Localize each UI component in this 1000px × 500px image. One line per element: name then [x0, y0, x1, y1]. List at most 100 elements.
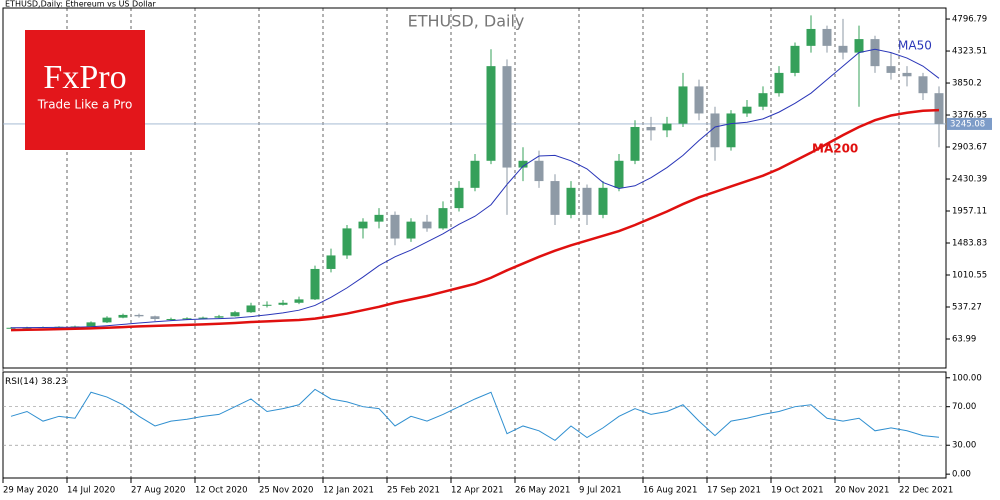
candle-body [262, 304, 272, 306]
candle-body [102, 317, 112, 323]
candle-body [326, 255, 336, 269]
candle-body [838, 45, 848, 53]
candle-body [374, 214, 384, 222]
x-tick-label: 22 Dec 2021 [899, 486, 953, 496]
y-tick-label: 4796.79 [952, 15, 987, 25]
candle-body [742, 106, 752, 114]
logo-box [25, 30, 145, 150]
rsi-last: 38.23 [41, 377, 67, 387]
candle-body [310, 268, 320, 300]
logo-slogan: Trade Like a Pro [37, 98, 133, 112]
line-series [10, 108, 940, 332]
candle-body [86, 322, 96, 327]
candle-body [134, 314, 144, 317]
candle-body [214, 316, 224, 318]
x-tick-label: 20 Nov 2021 [835, 486, 889, 496]
y-tick-label: 2430.39 [952, 175, 987, 185]
x-tick-label: 26 May 2021 [515, 486, 570, 496]
x-tick-label: 27 Aug 2020 [131, 486, 185, 496]
candle-body [438, 208, 448, 229]
candle-body [294, 299, 304, 303]
x-tick-label: 12 Jan 2021 [323, 486, 374, 496]
line-series [10, 48, 940, 329]
x-tick-label: 25 Feb 2021 [387, 486, 440, 496]
y-tick-label: 2903.67 [952, 143, 987, 153]
candle-body [198, 317, 208, 319]
candle-body [6, 327, 16, 329]
candle-body [582, 187, 592, 215]
candle-body [518, 160, 528, 168]
series-label: MA50 [898, 39, 932, 53]
candle-body [774, 72, 784, 94]
line-series [10, 388, 940, 442]
y-tick-label: 30.00 [952, 441, 976, 451]
candle-body [806, 28, 816, 46]
y-tick-label: 1483.83 [952, 239, 987, 249]
candle-body [278, 302, 288, 305]
y-tick-label: 3850.2 [952, 79, 982, 89]
candle-body [678, 86, 688, 124]
candle-body [870, 39, 880, 67]
symbol-info: ETHUSD,Daily: Ethereum vs US Dollar [5, 0, 156, 9]
logo-brand: FxPro [43, 59, 126, 96]
candle-body [918, 76, 928, 94]
candle-body [790, 45, 800, 73]
candle-body [886, 66, 896, 73]
candle-body [934, 93, 944, 124]
candle-body [902, 72, 912, 77]
rsi-name: RSI(14) [5, 377, 38, 387]
candle-body [550, 181, 560, 215]
candle-body [502, 66, 512, 168]
x-tick-label: 14 Jul 2020 [67, 486, 115, 496]
y-tick-label: 100.00 [952, 373, 982, 383]
rsi-label: RSI(14) 38.23 [5, 377, 67, 387]
y-tick-label: 1010.55 [952, 271, 987, 281]
candle-body [534, 160, 544, 182]
candle-body [230, 312, 240, 317]
y-tick-label: 1957.11 [952, 207, 987, 217]
x-tick-label: 9 Jul 2021 [579, 486, 622, 496]
candle-body [150, 316, 160, 319]
candle-body [358, 221, 368, 229]
series-label: MA200 [812, 142, 858, 156]
candle-body [694, 86, 704, 114]
rsi-panel [2, 371, 947, 479]
price-tag-label: 3245.08 [950, 119, 985, 129]
chart-title: ETHUSD, Daily [408, 12, 525, 31]
candle-body [454, 187, 464, 209]
candle-body [246, 305, 256, 313]
x-tick-label: 12 Apr 2021 [451, 486, 504, 496]
x-tick-label: 12 Oct 2020 [195, 486, 248, 496]
candle-body [710, 113, 720, 148]
candle-body [646, 126, 656, 131]
candle-body [182, 318, 192, 320]
candle-body [726, 113, 736, 148]
candle-body [566, 187, 576, 215]
candle-body [822, 28, 832, 46]
candle-body [390, 214, 400, 239]
candle-body [662, 123, 672, 131]
x-tick-label: 16 Aug 2021 [643, 486, 697, 496]
candle-body [758, 93, 768, 107]
x-tick-label: 17 Sep 2021 [707, 486, 761, 496]
y-tick-label: 3376.95 [952, 111, 987, 121]
y-tick-label: 63.99 [952, 334, 976, 344]
y-tick-label: 537.27 [952, 303, 982, 313]
y-tick-label: 0.00 [952, 470, 971, 480]
x-tick-label: 29 May 2020 [3, 486, 58, 496]
candle-body [614, 160, 624, 188]
candle-body [342, 228, 352, 256]
candle-body [598, 187, 608, 215]
candle-body [486, 66, 496, 161]
x-tick-label: 19 Oct 2021 [771, 486, 824, 496]
candle-body [118, 314, 128, 318]
candle-body [630, 126, 640, 161]
y-tick-label: 4323.51 [952, 47, 987, 57]
candle-body [422, 221, 432, 229]
candle-body [470, 160, 480, 188]
candle-body [166, 318, 176, 320]
candle-body [406, 221, 416, 239]
price-tag [947, 117, 992, 130]
